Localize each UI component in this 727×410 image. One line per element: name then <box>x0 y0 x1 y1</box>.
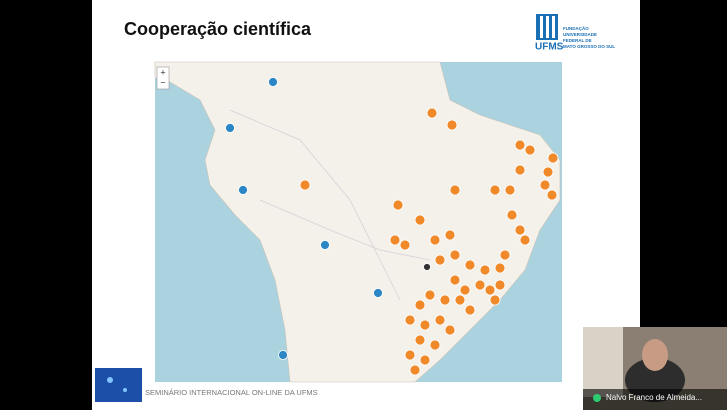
slide-title: Cooperação científica <box>124 19 312 39</box>
zoom-box <box>156 66 170 90</box>
video-tile[interactable]: Nalvo Franco de Almeida... <box>583 327 727 410</box>
map-marker[interactable] <box>506 209 518 221</box>
map-marker[interactable] <box>278 350 288 360</box>
map-marker[interactable] <box>373 288 383 298</box>
border <box>259 199 431 261</box>
name-bar <box>583 389 727 410</box>
map-marker[interactable] <box>426 107 438 119</box>
map-marker[interactable] <box>268 77 278 87</box>
map-marker[interactable] <box>423 263 431 271</box>
logo-stripe <box>540 16 543 38</box>
border <box>229 109 401 301</box>
map-marker[interactable] <box>414 299 426 311</box>
map-marker[interactable] <box>449 274 461 286</box>
map-marker[interactable] <box>547 152 559 164</box>
map-marker[interactable] <box>489 294 501 306</box>
map-marker[interactable] <box>419 354 431 366</box>
map-marker[interactable] <box>464 259 476 271</box>
map-marker[interactable] <box>299 179 311 191</box>
map-marker[interactable] <box>449 249 461 261</box>
zoom-control: + − <box>156 66 170 90</box>
map-marker[interactable] <box>479 264 491 276</box>
audio-icon <box>593 394 601 402</box>
map-marker[interactable] <box>494 279 506 291</box>
map-marker[interactable] <box>414 334 426 346</box>
map-marker[interactable] <box>539 179 551 191</box>
logo-acronym: UFMS <box>535 42 564 53</box>
map-marker[interactable] <box>459 284 471 296</box>
map-marker[interactable] <box>399 239 411 251</box>
map-marker[interactable] <box>225 123 235 133</box>
map-marker[interactable] <box>474 279 486 291</box>
map-marker[interactable] <box>464 304 476 316</box>
logo-line: UNIVERSIDADE <box>563 32 597 37</box>
map-marker[interactable] <box>542 166 554 178</box>
logo-stripe <box>546 16 549 38</box>
map-marker[interactable] <box>504 184 516 196</box>
map-marker[interactable] <box>392 199 404 211</box>
map-marker[interactable] <box>454 294 466 306</box>
logo-stripe <box>552 16 555 38</box>
logo-line: MATO GROSSO DO SUL <box>563 44 615 49</box>
footer-image-dot <box>123 388 127 392</box>
map-marker[interactable] <box>439 294 451 306</box>
map-marker[interactable] <box>409 364 421 376</box>
map: + − <box>154 61 562 383</box>
map-marker[interactable] <box>444 229 456 241</box>
map-marker[interactable] <box>414 214 426 226</box>
map-marker[interactable] <box>494 262 506 274</box>
map-marker[interactable] <box>499 249 511 261</box>
map-marker[interactable] <box>484 284 496 296</box>
map-marker[interactable] <box>404 349 416 361</box>
logo-line: FEDERAL DE <box>563 38 592 43</box>
map-marker[interactable] <box>524 144 536 156</box>
person-head <box>642 339 668 371</box>
map-marker[interactable] <box>519 234 531 246</box>
map-marker[interactable] <box>429 339 441 351</box>
map-marker[interactable] <box>404 314 416 326</box>
map-marker[interactable] <box>434 254 446 266</box>
footer-image-dot <box>107 377 113 383</box>
map-marker[interactable] <box>419 319 431 331</box>
participant-name: Nalvo Franco de Almeida... <box>606 393 702 402</box>
map-marker[interactable] <box>434 314 446 326</box>
map-marker[interactable] <box>514 164 526 176</box>
map-marker[interactable] <box>514 224 526 236</box>
map-marker[interactable] <box>238 185 248 195</box>
zoom-in[interactable]: + <box>160 67 165 77</box>
map-marker[interactable] <box>320 240 330 250</box>
map-marker[interactable] <box>514 139 526 151</box>
logo-line: FUNDAÇÃO <box>563 25 589 31</box>
map-marker[interactable] <box>389 234 401 246</box>
map-marker[interactable] <box>449 184 461 196</box>
map-marker[interactable] <box>546 189 558 201</box>
map-marker[interactable] <box>424 289 436 301</box>
footer-image <box>95 368 142 402</box>
map-marker[interactable] <box>444 324 456 336</box>
logo: UFMS FUNDAÇÃO UNIVERSIDADE FEDERAL DE MA… <box>535 14 615 53</box>
footer-text: SEMINÁRIO INTERNACIONAL ON-LINE DA UFMS <box>145 388 318 397</box>
map-marker[interactable] <box>429 234 441 246</box>
map-marker[interactable] <box>446 119 458 131</box>
video-wall <box>583 327 623 397</box>
zoom-out[interactable]: − <box>160 77 165 87</box>
map-marker[interactable] <box>489 184 501 196</box>
